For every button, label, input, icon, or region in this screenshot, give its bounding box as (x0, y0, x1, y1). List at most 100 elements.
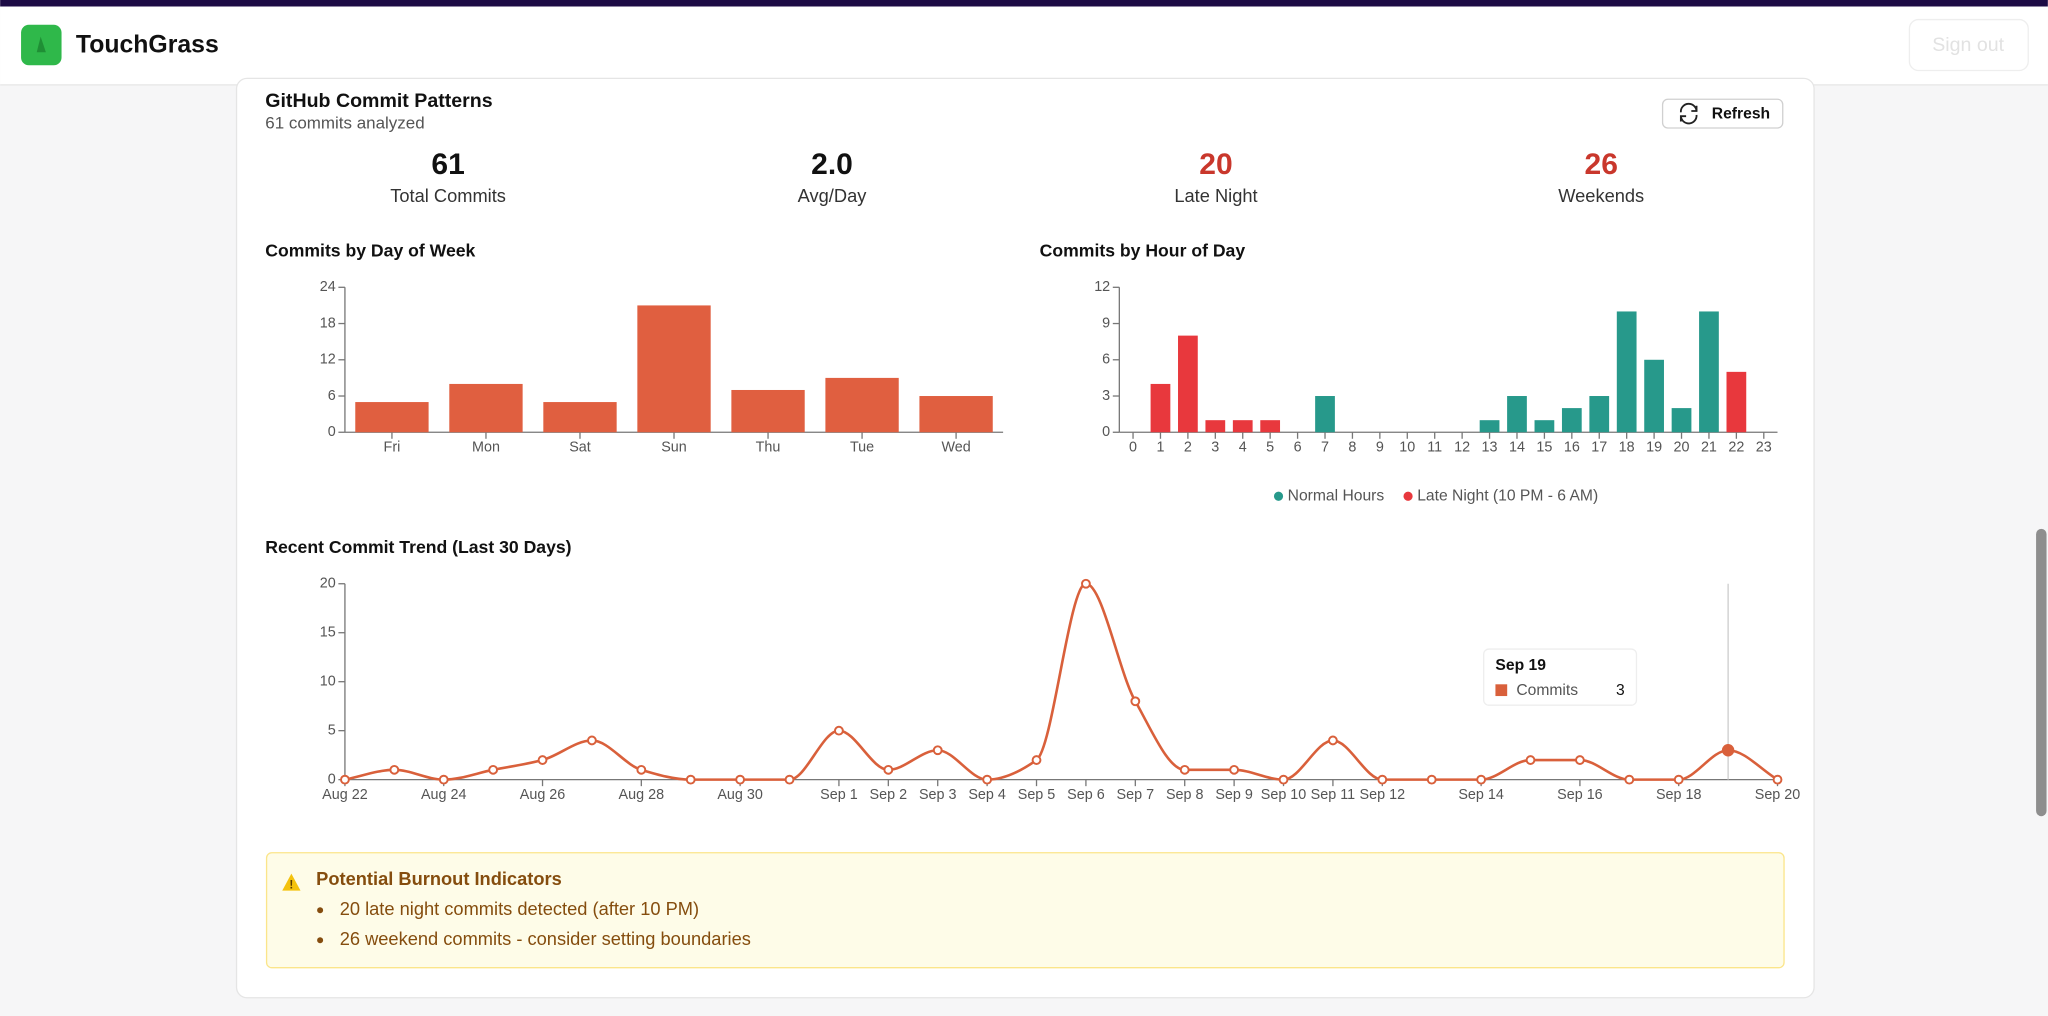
x-tick-label: 8 (1348, 440, 1356, 456)
x-tick-label: Sep 20 (1755, 787, 1801, 803)
x-tick-label: Sep 8 (1166, 787, 1204, 803)
point (1624, 774, 1635, 785)
x-tick-label: 10 (1399, 440, 1415, 456)
x-tick-label: Fri (384, 440, 401, 456)
bar (1205, 420, 1226, 433)
point (389, 764, 400, 775)
bullet (317, 937, 324, 944)
bar (731, 389, 805, 433)
x-tick-label: 5 (1266, 440, 1274, 456)
y-tick-label: 6 (328, 388, 336, 404)
point (1031, 755, 1042, 765)
x-tick-label: Tue (850, 440, 874, 456)
y-tick-label: 3 (1102, 388, 1110, 404)
x-tick-label: 3 (1211, 440, 1219, 456)
x-tick-label: Sep 5 (1018, 787, 1056, 803)
tooltip-value: 3 (1616, 682, 1625, 699)
x-tick-label: Aug 26 (520, 787, 566, 803)
warning-icon (282, 873, 301, 891)
point (537, 755, 548, 765)
y-tick-label: 15 (320, 625, 336, 641)
stat-value: 61 (431, 148, 464, 181)
sign-out-label[interactable]: Sign out (1932, 34, 2004, 56)
x-tick-label: Aug 22 (322, 787, 368, 803)
y-tick-label: 0 (1102, 424, 1110, 440)
point (883, 764, 894, 775)
x-tick-label: 20 (1674, 440, 1690, 456)
refresh-button[interactable] (1661, 98, 1784, 129)
point (340, 774, 350, 785)
stat-label: Avg/Day (798, 185, 868, 206)
bar (1260, 420, 1281, 433)
point (735, 774, 746, 785)
chart-title: Commits by Day of Week (265, 241, 475, 261)
bar (449, 383, 523, 433)
x-tick-label: 7 (1321, 440, 1329, 456)
alert-item: 20 late night commits detected (after 10… (340, 898, 699, 919)
sign-out-button[interactable] (1908, 18, 2029, 72)
x-tick-label: Sep 6 (1067, 787, 1105, 803)
x-tick-label: Wed (941, 440, 970, 456)
x-tick-label: Sep 3 (919, 787, 957, 803)
chart-title: Recent Commit Trend (Last 30 Days) (265, 537, 571, 557)
bar (1561, 408, 1582, 433)
y-tick-label: 10 (320, 673, 336, 689)
point (1525, 755, 1536, 765)
x-tick-label: Sep 2 (870, 787, 908, 803)
point (1721, 744, 1735, 757)
x-tick-label: Sun (661, 440, 687, 456)
legend-marker (1403, 491, 1413, 501)
bar (1150, 383, 1171, 433)
stat-value: 26 (1585, 148, 1618, 181)
bullet (317, 907, 324, 914)
x-tick-label: 0 (1129, 440, 1137, 456)
x-tick-label: Sep 10 (1261, 787, 1307, 803)
point (1278, 774, 1289, 785)
bar (1644, 359, 1664, 433)
stat-label: Total Commits (390, 185, 506, 206)
x-tick-label: 21 (1701, 440, 1717, 456)
tooltip (1483, 648, 1638, 706)
y-tick-label: 12 (320, 352, 336, 368)
refresh-label[interactable]: Refresh (1712, 105, 1770, 122)
x-tick-label: Sep 9 (1215, 787, 1253, 803)
stat-label: Weekends (1558, 185, 1644, 206)
point (1229, 764, 1240, 775)
point (1130, 696, 1141, 707)
bar (1534, 420, 1555, 433)
bar (1589, 396, 1610, 433)
x-tick-label: Sep 18 (1656, 787, 1702, 803)
x-tick-label: Mon (472, 440, 500, 456)
x-tick-label: 16 (1564, 440, 1580, 456)
card (235, 77, 1815, 999)
tooltip-label: Sep 19 (1495, 657, 1546, 674)
x-tick-label: Aug 24 (421, 787, 467, 803)
legend-label: Normal Hours (1288, 487, 1385, 504)
point (982, 774, 993, 785)
y-tick-label: 9 (1102, 315, 1110, 331)
bar (543, 402, 617, 433)
x-tick-label: Sep 16 (1557, 787, 1603, 803)
point (1575, 755, 1585, 765)
tooltip-swatch (1495, 684, 1508, 697)
alert-items: 20 late night commits detected (after 10… (317, 898, 751, 949)
bar (919, 396, 993, 433)
bar (1616, 311, 1637, 433)
x-tick-label: 22 (1728, 440, 1744, 456)
x-tick-label: 4 (1239, 440, 1247, 456)
scrollbar-thumb[interactable] (2036, 528, 2047, 817)
point (1377, 774, 1388, 785)
y-tick-label: 20 (320, 576, 336, 592)
y-tick-label: 0 (328, 424, 336, 440)
app-name[interactable]: TouchGrass (76, 31, 219, 58)
y-tick-label: 18 (320, 315, 336, 331)
x-tick-label: 19 (1646, 440, 1662, 456)
y-tick-label: 5 (328, 722, 336, 738)
x-tick-label: 18 (1619, 440, 1635, 456)
x-tick-label: 15 (1536, 440, 1552, 456)
point (438, 774, 449, 785)
bar (355, 402, 429, 433)
header (0, 6, 2048, 85)
point (784, 774, 795, 785)
